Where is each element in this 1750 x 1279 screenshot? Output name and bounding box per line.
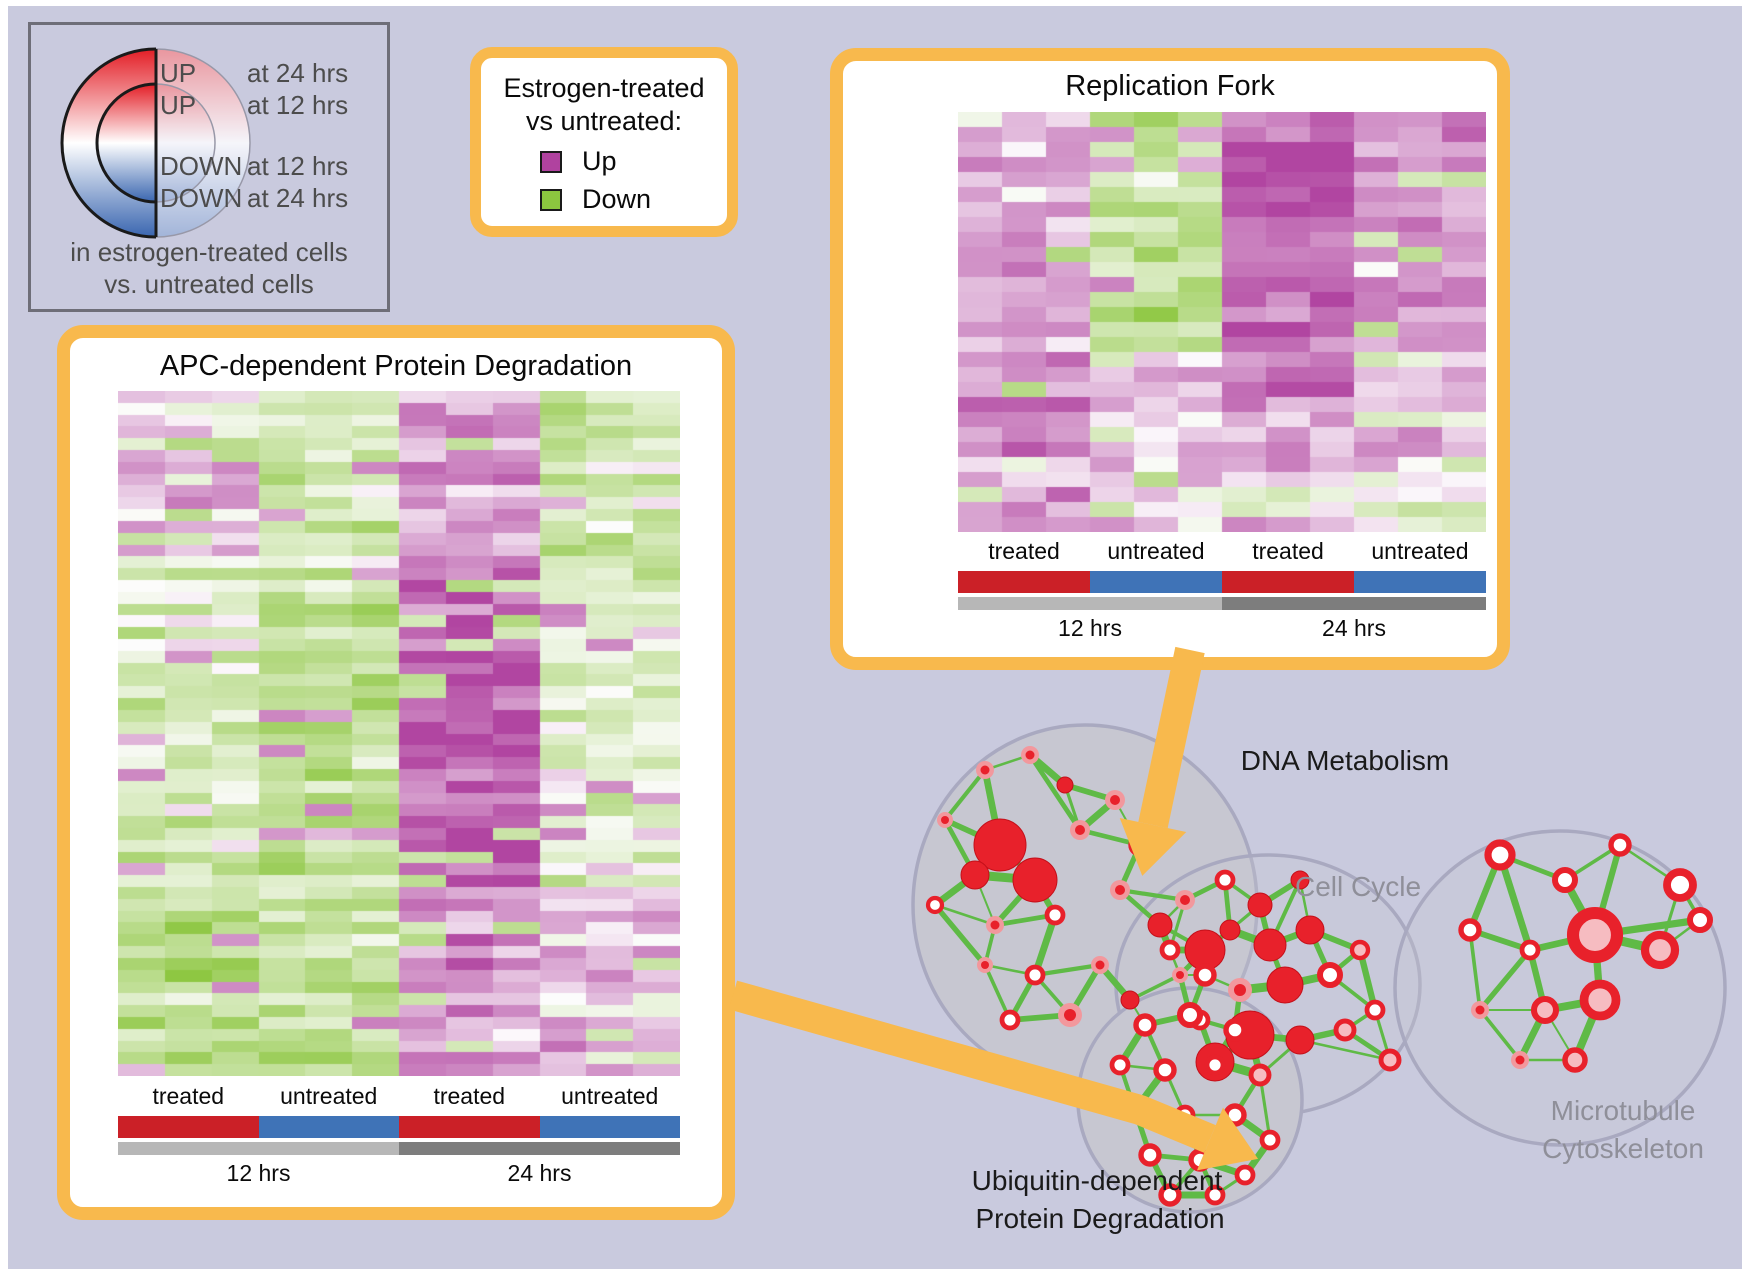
legend-down12-time: at 12 hrs (247, 151, 348, 181)
group-bar-segment (958, 571, 1090, 593)
group-label: untreated (280, 1083, 378, 1109)
updown-legend-box: Estrogen-treated vs untreated: Up Down (470, 47, 738, 237)
group-bar-segment (1354, 571, 1486, 593)
legend-up12-dir: UP (160, 90, 196, 120)
rf-panel-title: Replication Fork (1065, 70, 1275, 102)
apc-group-bars (118, 1116, 680, 1138)
time-bar-segment (958, 597, 1222, 610)
circle-legend-box: UP at 24 hrs UP at 12 hrs DOWN at 12 hrs… (28, 22, 390, 312)
legend-item: Down (540, 184, 668, 215)
circle-legend-graphic: UP at 24 hrs UP at 12 hrs DOWN at 12 hrs… (60, 47, 348, 299)
time-bar-segment (1222, 597, 1486, 610)
updown-items: Up Down (540, 146, 668, 215)
rf-group-bars (958, 571, 1486, 593)
legend-item-label: Down (582, 184, 652, 214)
apc-time-labels: 12 hrs 24 hrs (118, 1160, 680, 1186)
time-label: 12 hrs (1058, 615, 1122, 641)
group-label: untreated (1107, 538, 1205, 564)
time-label: 24 hrs (507, 1160, 572, 1186)
time-bar-segment (118, 1142, 399, 1155)
apc-time-bars (118, 1142, 680, 1155)
group-label: untreated (1371, 538, 1469, 564)
legend-swatch (540, 188, 562, 211)
time-label: 12 hrs (226, 1160, 291, 1186)
legend-caption-1: in estrogen-treated cells (70, 237, 347, 267)
legend-down24-dir: DOWN (160, 183, 242, 213)
legend-caption-2: vs. untreated cells (104, 269, 314, 299)
legend-swatch (540, 150, 562, 173)
time-bar-segment (399, 1142, 680, 1155)
group-label: treated (433, 1083, 506, 1109)
apc-panel: APC-dependent Protein Degradation treate… (57, 325, 735, 1220)
legend-down24-time: at 24 hrs (247, 183, 348, 213)
rf-time-labels: 12 hrs 24 hrs (958, 615, 1486, 641)
group-bar-segment (118, 1116, 259, 1138)
legend-down12-dir: DOWN (160, 151, 242, 181)
updown-title-line1: Estrogen-treated (503, 73, 705, 103)
apc-panel-title: APC-dependent Protein Degradation (159, 350, 633, 382)
legend-up24-time: at 24 hrs (247, 58, 348, 88)
updown-title-line2: vs untreated: (525, 106, 683, 136)
legend-item-label: Up (582, 146, 617, 176)
group-bar-segment (399, 1116, 540, 1138)
replication-fork-panel: Replication Fork treated untreated treated… (830, 48, 1510, 670)
group-bar-segment (1222, 571, 1354, 593)
rf-time-bars (958, 597, 1486, 610)
legend-up24-dir: UP (160, 58, 196, 88)
group-bar-segment (539, 1116, 680, 1138)
legend-up12-time: at 12 hrs (247, 90, 348, 120)
apc-group-labels: treated untreated treated untreated (118, 1083, 680, 1109)
rf-group-labels: treated untreated treated untreated (958, 538, 1486, 564)
group-label: treated (152, 1083, 225, 1109)
group-label: treated (988, 538, 1060, 564)
legend-item: Up (540, 146, 668, 177)
group-bar-segment (1090, 571, 1222, 593)
group-bar-segment (258, 1116, 399, 1138)
outer-left-arc (60, 47, 157, 239)
apc-heatmap (118, 391, 680, 1076)
group-label: untreated (561, 1083, 659, 1109)
time-label: 24 hrs (1322, 615, 1386, 641)
inner-left-arc (95, 82, 157, 204)
group-label: treated (1252, 538, 1324, 564)
rf-heatmap (958, 112, 1486, 532)
